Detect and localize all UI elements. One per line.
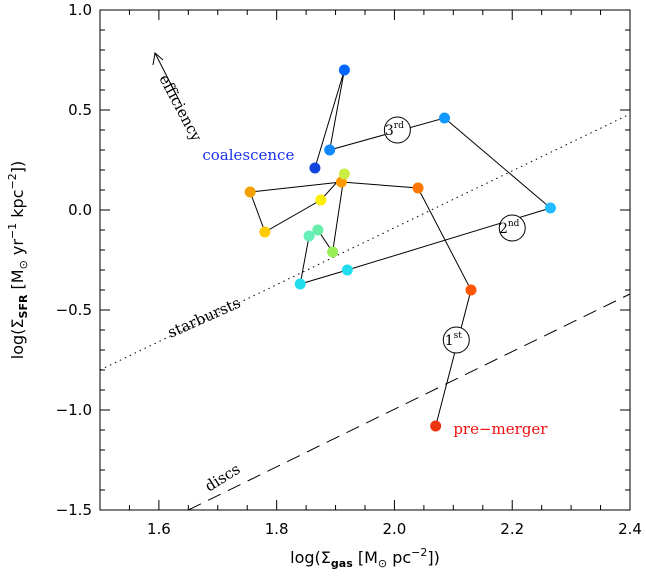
- data-point: [338, 64, 350, 76]
- x-tick-label: 1.6: [147, 520, 171, 538]
- data-point: [430, 420, 442, 432]
- y-tick-label: 0.5: [68, 101, 92, 119]
- data-point: [309, 162, 321, 174]
- trajectory-line: [249, 69, 552, 427]
- passage-marker-label: 2nd: [499, 219, 520, 237]
- starbursts-relation-line: [99, 113, 631, 371]
- data-point: [315, 194, 327, 206]
- y-tick-label: −1.0: [56, 401, 92, 419]
- passage-marker: [498, 214, 526, 242]
- data-point: [341, 264, 353, 276]
- passage-marker: [383, 116, 411, 144]
- y-tick-label: 1.0: [68, 1, 92, 19]
- annotations: coalescence pre−merger starbursts discs effi…: [155, 71, 548, 495]
- efficiency-arrow-icon: [152, 52, 182, 105]
- data-point: [465, 284, 477, 296]
- data-point: [439, 112, 450, 124]
- passage-markers: 1st 2nd 3rd: [383, 116, 526, 354]
- y-tick-label: −0.5: [56, 301, 92, 319]
- y-axis-title: log(ΣSFR [M⊙ yr−1 kpc−2]): [6, 161, 30, 359]
- data-point: [545, 202, 556, 214]
- discs-relation-line: [188, 293, 631, 511]
- data-point: [294, 278, 306, 290]
- discs-label: discs: [202, 460, 244, 496]
- trajectory: [244, 64, 556, 432]
- data-point: [259, 226, 271, 238]
- data-point: [327, 246, 339, 258]
- axis-ticks: 1.6 1.8 2.0 2.2 2.4 −1.5 −1.0 −0.5 0.0 0.5 1.0: [56, 1, 642, 538]
- y-tick-label: −1.5: [56, 501, 92, 519]
- data-point: [412, 182, 424, 194]
- efficiency-label: efficiency: [155, 71, 205, 144]
- reference-lines: [99, 113, 631, 511]
- passage-marker: [442, 326, 470, 354]
- data-point: [338, 168, 350, 180]
- x-tick-label: 2.0: [383, 520, 407, 538]
- x-tick-label: 1.8: [265, 520, 289, 538]
- data-point: [324, 144, 336, 156]
- data-point: [244, 186, 256, 198]
- coalescence-label: coalescence: [202, 146, 294, 164]
- data-point: [303, 230, 315, 242]
- pre-merger-label: pre−merger: [453, 420, 548, 438]
- x-tick-label: 2.4: [618, 520, 642, 538]
- data-point: [312, 224, 324, 236]
- starbursts-label: starbursts: [165, 294, 243, 342]
- passage-marker-label: 1st: [445, 331, 463, 349]
- x-tick-label: 2.2: [500, 520, 524, 538]
- y-tick-label: 0.0: [68, 201, 92, 219]
- passage-marker-label: 3rd: [385, 121, 404, 139]
- x-axis-title: log(Σgas [M⊙ pc−2]): [290, 546, 440, 570]
